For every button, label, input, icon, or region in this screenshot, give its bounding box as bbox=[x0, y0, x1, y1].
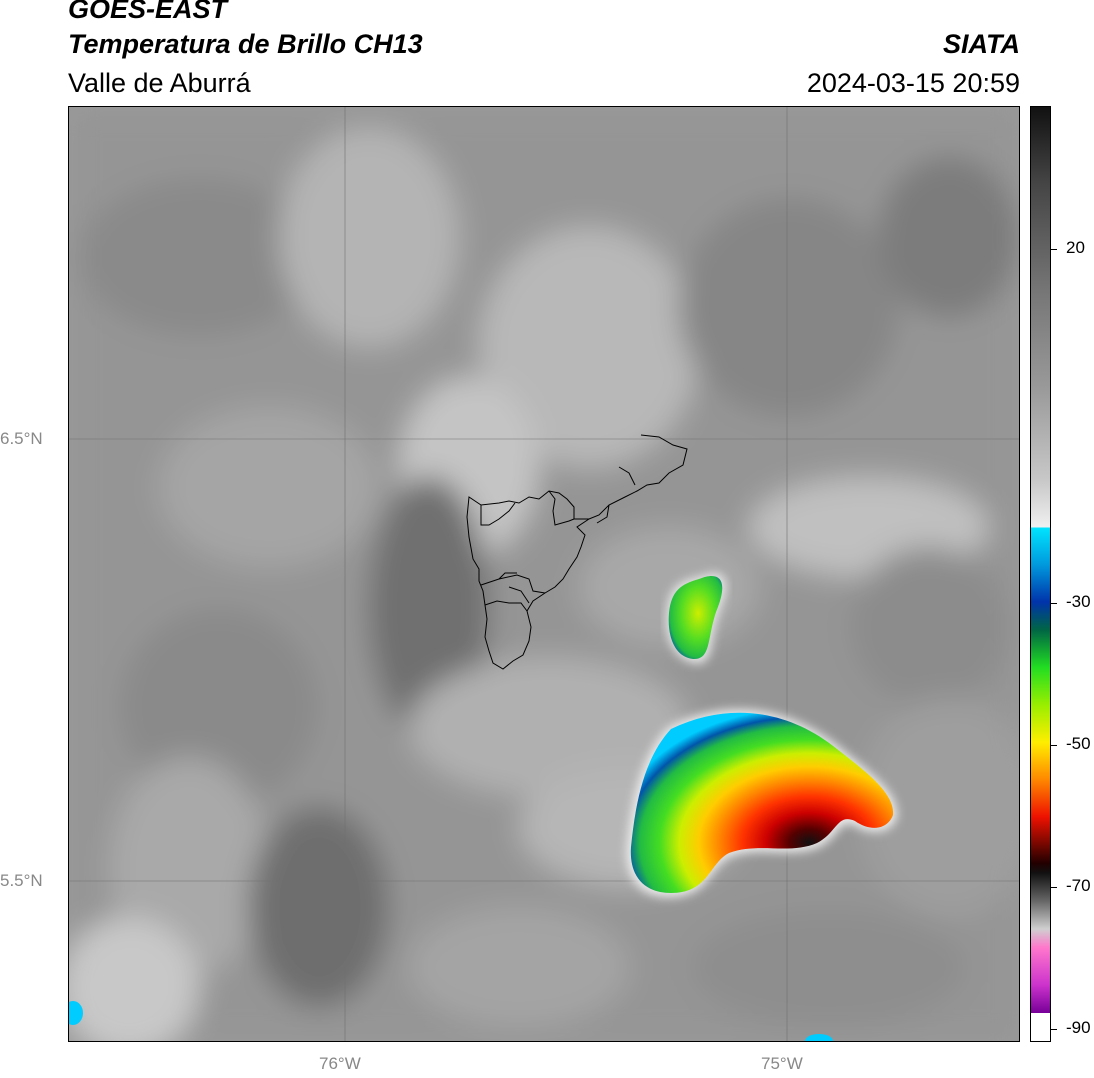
datetime-label: 2024-03-15 20:59 bbox=[806, 68, 1020, 98]
edge-speck-left bbox=[69, 1001, 83, 1025]
municipal-boundaries bbox=[466, 434, 688, 670]
colorbar-label-minus70: -70 bbox=[1066, 876, 1091, 895]
lon-label-76w: 76°W bbox=[319, 1054, 361, 1073]
colorbar-tick bbox=[1051, 745, 1057, 746]
map-layer bbox=[69, 107, 1019, 1041]
region-title: Valle de Aburrá bbox=[68, 68, 251, 98]
edge-speck-bottom bbox=[805, 1034, 833, 1041]
convective-cell-small bbox=[666, 573, 727, 664]
lat-label-6-5: 6.5°N bbox=[0, 429, 43, 448]
cloud-field bbox=[69, 107, 1019, 1041]
satellite-title: GOES-EAST bbox=[68, 0, 228, 24]
satellite-map[interactable] bbox=[68, 106, 1020, 1042]
colorbar-label-minus90: -90 bbox=[1066, 1018, 1091, 1037]
product-title: Temperatura de Brillo CH13 bbox=[68, 29, 423, 59]
colorbar-tick bbox=[1051, 1029, 1057, 1030]
graticule bbox=[69, 107, 1019, 1041]
colorbar bbox=[1030, 106, 1051, 1042]
colorbar-tick bbox=[1051, 249, 1057, 250]
colorbar-label-minus50: -50 bbox=[1066, 734, 1091, 753]
colorbar-tick bbox=[1051, 887, 1057, 888]
colorbar-label-minus30: -30 bbox=[1066, 592, 1091, 611]
colorbar-tick bbox=[1051, 603, 1057, 604]
lat-label-5-5: 5.5°N bbox=[0, 871, 43, 890]
convective-cell-large bbox=[626, 709, 898, 897]
organization-label: SIATA bbox=[943, 29, 1020, 59]
lon-label-75w: 75°W bbox=[761, 1054, 803, 1073]
colorbar-label-20: 20 bbox=[1066, 238, 1085, 257]
